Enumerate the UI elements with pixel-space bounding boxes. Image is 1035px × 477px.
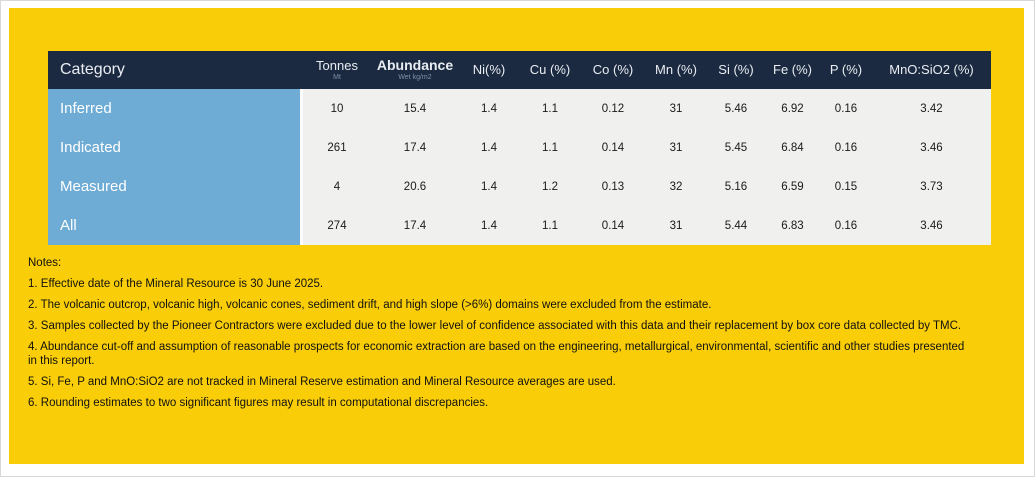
data-cell: 1.1 — [519, 206, 581, 245]
data-cell: 3.46 — [872, 206, 991, 245]
data-cell: 261 — [303, 128, 371, 167]
data-cell: 0.13 — [581, 167, 645, 206]
header-cell-si: Si (%) — [707, 51, 765, 89]
header-cell-ni: Ni(%) — [459, 51, 519, 89]
header-label: P (%) — [829, 61, 863, 77]
data-cell: 31 — [645, 128, 707, 167]
data-cell: 1.4 — [459, 128, 519, 167]
row-category: Inferred — [48, 89, 303, 128]
header-label: Mn (%) — [655, 61, 697, 77]
data-cell: 3.46 — [872, 128, 991, 167]
header-label: Category — [60, 61, 125, 79]
data-cell: 0.15 — [820, 167, 872, 206]
header-label: Cu (%) — [529, 61, 571, 77]
data-cell: 0.16 — [820, 89, 872, 128]
header-cell-cu: Cu (%) — [519, 51, 581, 89]
header-cell-mn: Mn (%) — [645, 51, 707, 89]
data-cell: 32 — [645, 167, 707, 206]
data-cell: 0.12 — [581, 89, 645, 128]
data-cell: 5.16 — [707, 167, 765, 206]
header-label: Fe (%) — [773, 61, 812, 77]
data-cell: 4 — [303, 167, 371, 206]
data-cell: 20.6 — [371, 167, 459, 206]
data-cell: 6.83 — [765, 206, 820, 245]
data-cell: 1.4 — [459, 89, 519, 128]
data-cell: 1.2 — [519, 167, 581, 206]
header-label: Si (%) — [718, 61, 754, 77]
data-cell: 0.14 — [581, 206, 645, 245]
data-cell: 5.44 — [707, 206, 765, 245]
note-item: 6. Rounding estimates to two significant… — [28, 397, 489, 409]
header-label: MnO:SiO2 (%) — [889, 61, 974, 77]
table-row-inferred: Inferred 10 15.4 1.4 1.1 0.12 31 5.46 6.… — [48, 89, 991, 128]
header-cell-p: P (%) — [820, 51, 872, 89]
header-cell-abundance: Abundance Wet kg/m2 — [371, 51, 459, 89]
note-item: 5. Si, Fe, P and MnO:SiO2 are not tracke… — [28, 376, 616, 388]
note-item: 3. Samples collected by the Pioneer Cont… — [28, 320, 962, 332]
data-cell: 5.45 — [707, 128, 765, 167]
header-cell-co: Co (%) — [581, 51, 645, 89]
table-row-measured: Measured 4 20.6 1.4 1.2 0.13 32 5.16 6.5… — [48, 167, 991, 206]
header-sublabel: Mt — [333, 73, 341, 81]
data-cell: 3.73 — [872, 167, 991, 206]
row-category: All — [48, 206, 303, 245]
header-label: Co (%) — [592, 61, 634, 77]
data-cell: 6.59 — [765, 167, 820, 206]
data-cell: 1.4 — [459, 167, 519, 206]
row-category: Measured — [48, 167, 303, 206]
header-label: Abundance — [376, 56, 454, 73]
data-cell: 15.4 — [371, 89, 459, 128]
data-cell: 0.16 — [820, 128, 872, 167]
table-header-row: Category Tonnes Mt Abundance Wet kg/m2 N… — [48, 51, 991, 89]
data-cell: 6.84 — [765, 128, 820, 167]
notes-title: Notes: — [28, 257, 62, 269]
table-row-indicated: Indicated 261 17.4 1.4 1.1 0.14 31 5.45 … — [48, 128, 991, 167]
data-cell: 1.1 — [519, 89, 581, 128]
data-cell: 5.46 — [707, 89, 765, 128]
header-cell-fe: Fe (%) — [765, 51, 820, 89]
data-cell: 0.14 — [581, 128, 645, 167]
mineral-resource-table: Category Tonnes Mt Abundance Wet kg/m2 N… — [48, 51, 991, 245]
header-sublabel: Wet kg/m2 — [398, 74, 432, 82]
note-item: 1. Effective date of the Mineral Resourc… — [28, 278, 324, 290]
data-cell: 17.4 — [371, 206, 459, 245]
header-cell-mno-sio2: MnO:SiO2 (%) — [872, 51, 991, 89]
note-item: 4. Abundance cut-off and assumption of r… — [28, 341, 965, 367]
data-cell: 31 — [645, 89, 707, 128]
header-label: Ni(%) — [472, 61, 506, 77]
notes-section: Notes: 1. Effective date of the Mineral … — [28, 256, 973, 417]
data-cell: 0.16 — [820, 206, 872, 245]
table-row-all: All 274 17.4 1.4 1.1 0.14 31 5.44 6.83 0… — [48, 206, 991, 245]
data-cell: 1.1 — [519, 128, 581, 167]
header-cell-tonnes: Tonnes Mt — [303, 51, 371, 89]
data-cell: 6.92 — [765, 89, 820, 128]
note-item: 2. The volcanic outcrop, volcanic high, … — [28, 299, 712, 311]
data-cell: 3.42 — [872, 89, 991, 128]
data-cell: 10 — [303, 89, 371, 128]
data-cell: 17.4 — [371, 128, 459, 167]
data-cell: 274 — [303, 206, 371, 245]
yellow-panel: Category Tonnes Mt Abundance Wet kg/m2 N… — [9, 8, 1024, 464]
row-category: Indicated — [48, 128, 303, 167]
data-cell: 1.4 — [459, 206, 519, 245]
header-label: Tonnes — [316, 57, 358, 73]
data-cell: 31 — [645, 206, 707, 245]
header-cell-category: Category — [48, 51, 303, 89]
